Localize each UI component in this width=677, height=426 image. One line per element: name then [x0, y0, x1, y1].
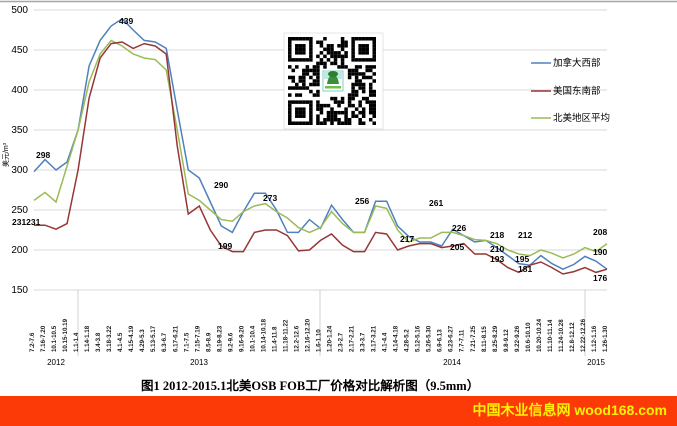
svg-text:5.12-5.16: 5.12-5.16	[415, 325, 422, 352]
svg-text:2.3-2.7: 2.3-2.7	[338, 332, 345, 352]
svg-text:231231: 231231	[12, 217, 41, 227]
svg-text:1.26-1.30: 1.26-1.30	[602, 325, 609, 352]
svg-text:273: 273	[263, 193, 277, 203]
svg-text:439: 439	[119, 16, 133, 26]
svg-text:350: 350	[11, 125, 28, 136]
svg-text:1.14-1.18: 1.14-1.18	[84, 325, 91, 352]
svg-text:195: 195	[515, 254, 529, 264]
svg-text:7.2-7.6: 7.2-7.6	[29, 332, 36, 352]
svg-text:9.16-9.20: 9.16-9.20	[238, 325, 245, 352]
svg-text:3.17-3.21: 3.17-3.21	[371, 325, 378, 352]
svg-text:6.17-6.21: 6.17-6.21	[172, 325, 179, 352]
svg-text:190: 190	[593, 247, 607, 257]
svg-text:3.4-3.8: 3.4-3.8	[95, 332, 102, 352]
svg-text:北美地区平均: 北美地区平均	[553, 112, 610, 124]
svg-text:10.1-10.5: 10.1-10.5	[51, 325, 58, 352]
svg-text:4.29-5.3: 4.29-5.3	[139, 329, 146, 352]
svg-text:9.2-9.6: 9.2-9.6	[227, 332, 234, 352]
svg-text:7.21-7.25: 7.21-7.25	[470, 325, 477, 352]
svg-text:217: 217	[400, 234, 414, 244]
svg-text:7.15-7.19: 7.15-7.19	[194, 325, 201, 352]
svg-text:3.3-3.7: 3.3-3.7	[360, 332, 367, 352]
svg-text:8.5-8.9: 8.5-8.9	[205, 332, 212, 352]
svg-text:298: 298	[36, 150, 50, 160]
svg-text:2012: 2012	[47, 358, 65, 367]
svg-text:10.1-10.4: 10.1-10.4	[249, 325, 256, 352]
svg-text:212: 212	[518, 230, 532, 240]
svg-text:290: 290	[214, 180, 228, 190]
svg-text:400: 400	[11, 85, 28, 96]
svg-text:加拿大西部: 加拿大西部	[553, 57, 601, 69]
svg-text:1.1-1.4: 1.1-1.4	[73, 332, 80, 352]
svg-text:8.25-8.29: 8.25-8.29	[492, 325, 499, 352]
svg-text:8.19-8.23: 8.19-8.23	[216, 325, 223, 352]
svg-text:2015: 2015	[587, 358, 605, 367]
svg-text:11.24-10.28: 11.24-10.28	[558, 319, 565, 352]
svg-text:4.1-4.4: 4.1-4.4	[382, 332, 389, 352]
svg-text:美国东南部: 美国东南部	[553, 85, 601, 97]
svg-text:美元/m³: 美元/m³	[1, 142, 10, 167]
svg-text:12.22-12.26: 12.22-12.26	[580, 318, 587, 352]
svg-text:450: 450	[11, 45, 28, 56]
svg-text:5.26-5.30: 5.26-5.30	[426, 325, 433, 352]
svg-text:2014: 2014	[443, 358, 461, 367]
svg-text:200: 200	[11, 245, 28, 256]
svg-text:500: 500	[11, 5, 28, 16]
svg-text:226: 226	[452, 223, 466, 233]
svg-text:199: 199	[218, 241, 232, 251]
svg-text:9.8-9.12: 9.8-9.12	[503, 329, 510, 352]
svg-text:10.6-10.10: 10.6-10.10	[525, 322, 532, 352]
svg-text:256: 256	[355, 196, 369, 206]
svg-text:11.4-11.8: 11.4-11.8	[271, 326, 278, 352]
svg-text:12.2-12.6: 12.2-12.6	[293, 325, 300, 352]
svg-text:2.17-2.21: 2.17-2.21	[349, 325, 356, 352]
svg-text:208: 208	[593, 227, 607, 237]
svg-text:3.18-3.22: 3.18-3.22	[106, 325, 113, 352]
svg-text:2013: 2013	[190, 358, 208, 367]
svg-text:176: 176	[593, 273, 607, 283]
svg-text:1.6-1.10: 1.6-1.10	[315, 329, 322, 352]
svg-text:7.7-7.11: 7.7-7.11	[459, 329, 466, 352]
svg-text:205: 205	[450, 242, 464, 252]
svg-text:9.22-9.26: 9.22-9.26	[514, 325, 521, 352]
svg-text:193: 193	[490, 254, 504, 264]
svg-text:4.1-4.5: 4.1-4.5	[117, 332, 124, 352]
svg-text:11.10-11.14: 11.10-11.14	[547, 319, 554, 352]
svg-text:4.28-5.2: 4.28-5.2	[404, 329, 411, 352]
svg-text:6.23-6.27: 6.23-6.27	[448, 325, 455, 352]
svg-text:300: 300	[11, 165, 28, 176]
svg-text:181: 181	[518, 264, 532, 274]
svg-text:6.3-6.7: 6.3-6.7	[161, 332, 168, 352]
svg-text:4.14-4.18: 4.14-4.18	[393, 325, 400, 352]
svg-text:1.12-1.16: 1.12-1.16	[591, 325, 598, 352]
svg-text:5.13-5.17: 5.13-5.17	[150, 325, 157, 352]
svg-text:261: 261	[429, 198, 443, 208]
svg-text:10.20-10.24: 10.20-10.24	[536, 318, 543, 352]
svg-text:150: 150	[11, 285, 28, 296]
svg-text:250: 250	[11, 205, 28, 216]
svg-text:7.1-7.5: 7.1-7.5	[183, 332, 190, 352]
svg-text:218: 218	[490, 230, 504, 240]
svg-text:1.20-1.24: 1.20-1.24	[327, 325, 334, 352]
svg-text:210: 210	[490, 244, 504, 254]
svg-text:12.8-12.12: 12.8-12.12	[569, 322, 576, 352]
svg-text:6.9-6.13: 6.9-6.13	[437, 329, 444, 352]
svg-text:8.11-8.15: 8.11-8.15	[481, 326, 488, 352]
svg-text:10.15-10.19: 10.15-10.19	[62, 318, 69, 352]
svg-text:4.15-4.19: 4.15-4.19	[128, 325, 135, 352]
svg-text:10.14-10.18: 10.14-10.18	[260, 318, 267, 352]
svg-text:7.16-7.20: 7.16-7.20	[40, 325, 47, 352]
svg-text:12.16-12.20: 12.16-12.20	[304, 318, 311, 352]
svg-text:11.18-11.22: 11.18-11.22	[282, 319, 289, 352]
